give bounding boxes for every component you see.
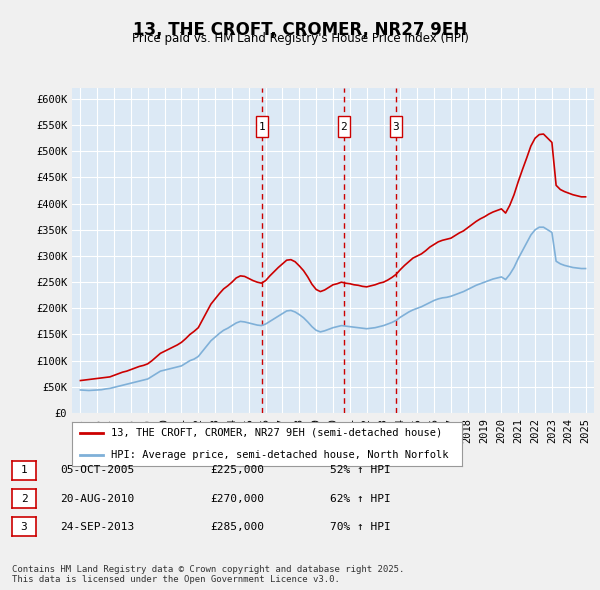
Text: 1: 1	[259, 122, 265, 132]
Text: 20-AUG-2010: 20-AUG-2010	[60, 494, 134, 503]
Text: 05-OCT-2005: 05-OCT-2005	[60, 466, 134, 475]
Text: Price paid vs. HM Land Registry's House Price Index (HPI): Price paid vs. HM Land Registry's House …	[131, 32, 469, 45]
Text: HPI: Average price, semi-detached house, North Norfolk: HPI: Average price, semi-detached house,…	[111, 450, 449, 460]
Text: 70% ↑ HPI: 70% ↑ HPI	[330, 522, 391, 532]
Text: 1: 1	[20, 466, 28, 475]
Text: 52% ↑ HPI: 52% ↑ HPI	[330, 466, 391, 475]
Text: £225,000: £225,000	[210, 466, 264, 475]
Text: £270,000: £270,000	[210, 494, 264, 503]
Text: 3: 3	[392, 122, 399, 132]
Text: 24-SEP-2013: 24-SEP-2013	[60, 522, 134, 532]
Text: 3: 3	[20, 522, 28, 532]
Text: 2: 2	[20, 494, 28, 503]
Text: £285,000: £285,000	[210, 522, 264, 532]
Text: Contains HM Land Registry data © Crown copyright and database right 2025.
This d: Contains HM Land Registry data © Crown c…	[12, 565, 404, 584]
Text: 13, THE CROFT, CROMER, NR27 9EH (semi-detached house): 13, THE CROFT, CROMER, NR27 9EH (semi-de…	[111, 428, 442, 438]
FancyBboxPatch shape	[256, 116, 268, 137]
FancyBboxPatch shape	[338, 116, 350, 137]
Text: 2: 2	[340, 122, 347, 132]
FancyBboxPatch shape	[390, 116, 402, 137]
Text: 13, THE CROFT, CROMER, NR27 9EH: 13, THE CROFT, CROMER, NR27 9EH	[133, 21, 467, 39]
Text: 62% ↑ HPI: 62% ↑ HPI	[330, 494, 391, 503]
